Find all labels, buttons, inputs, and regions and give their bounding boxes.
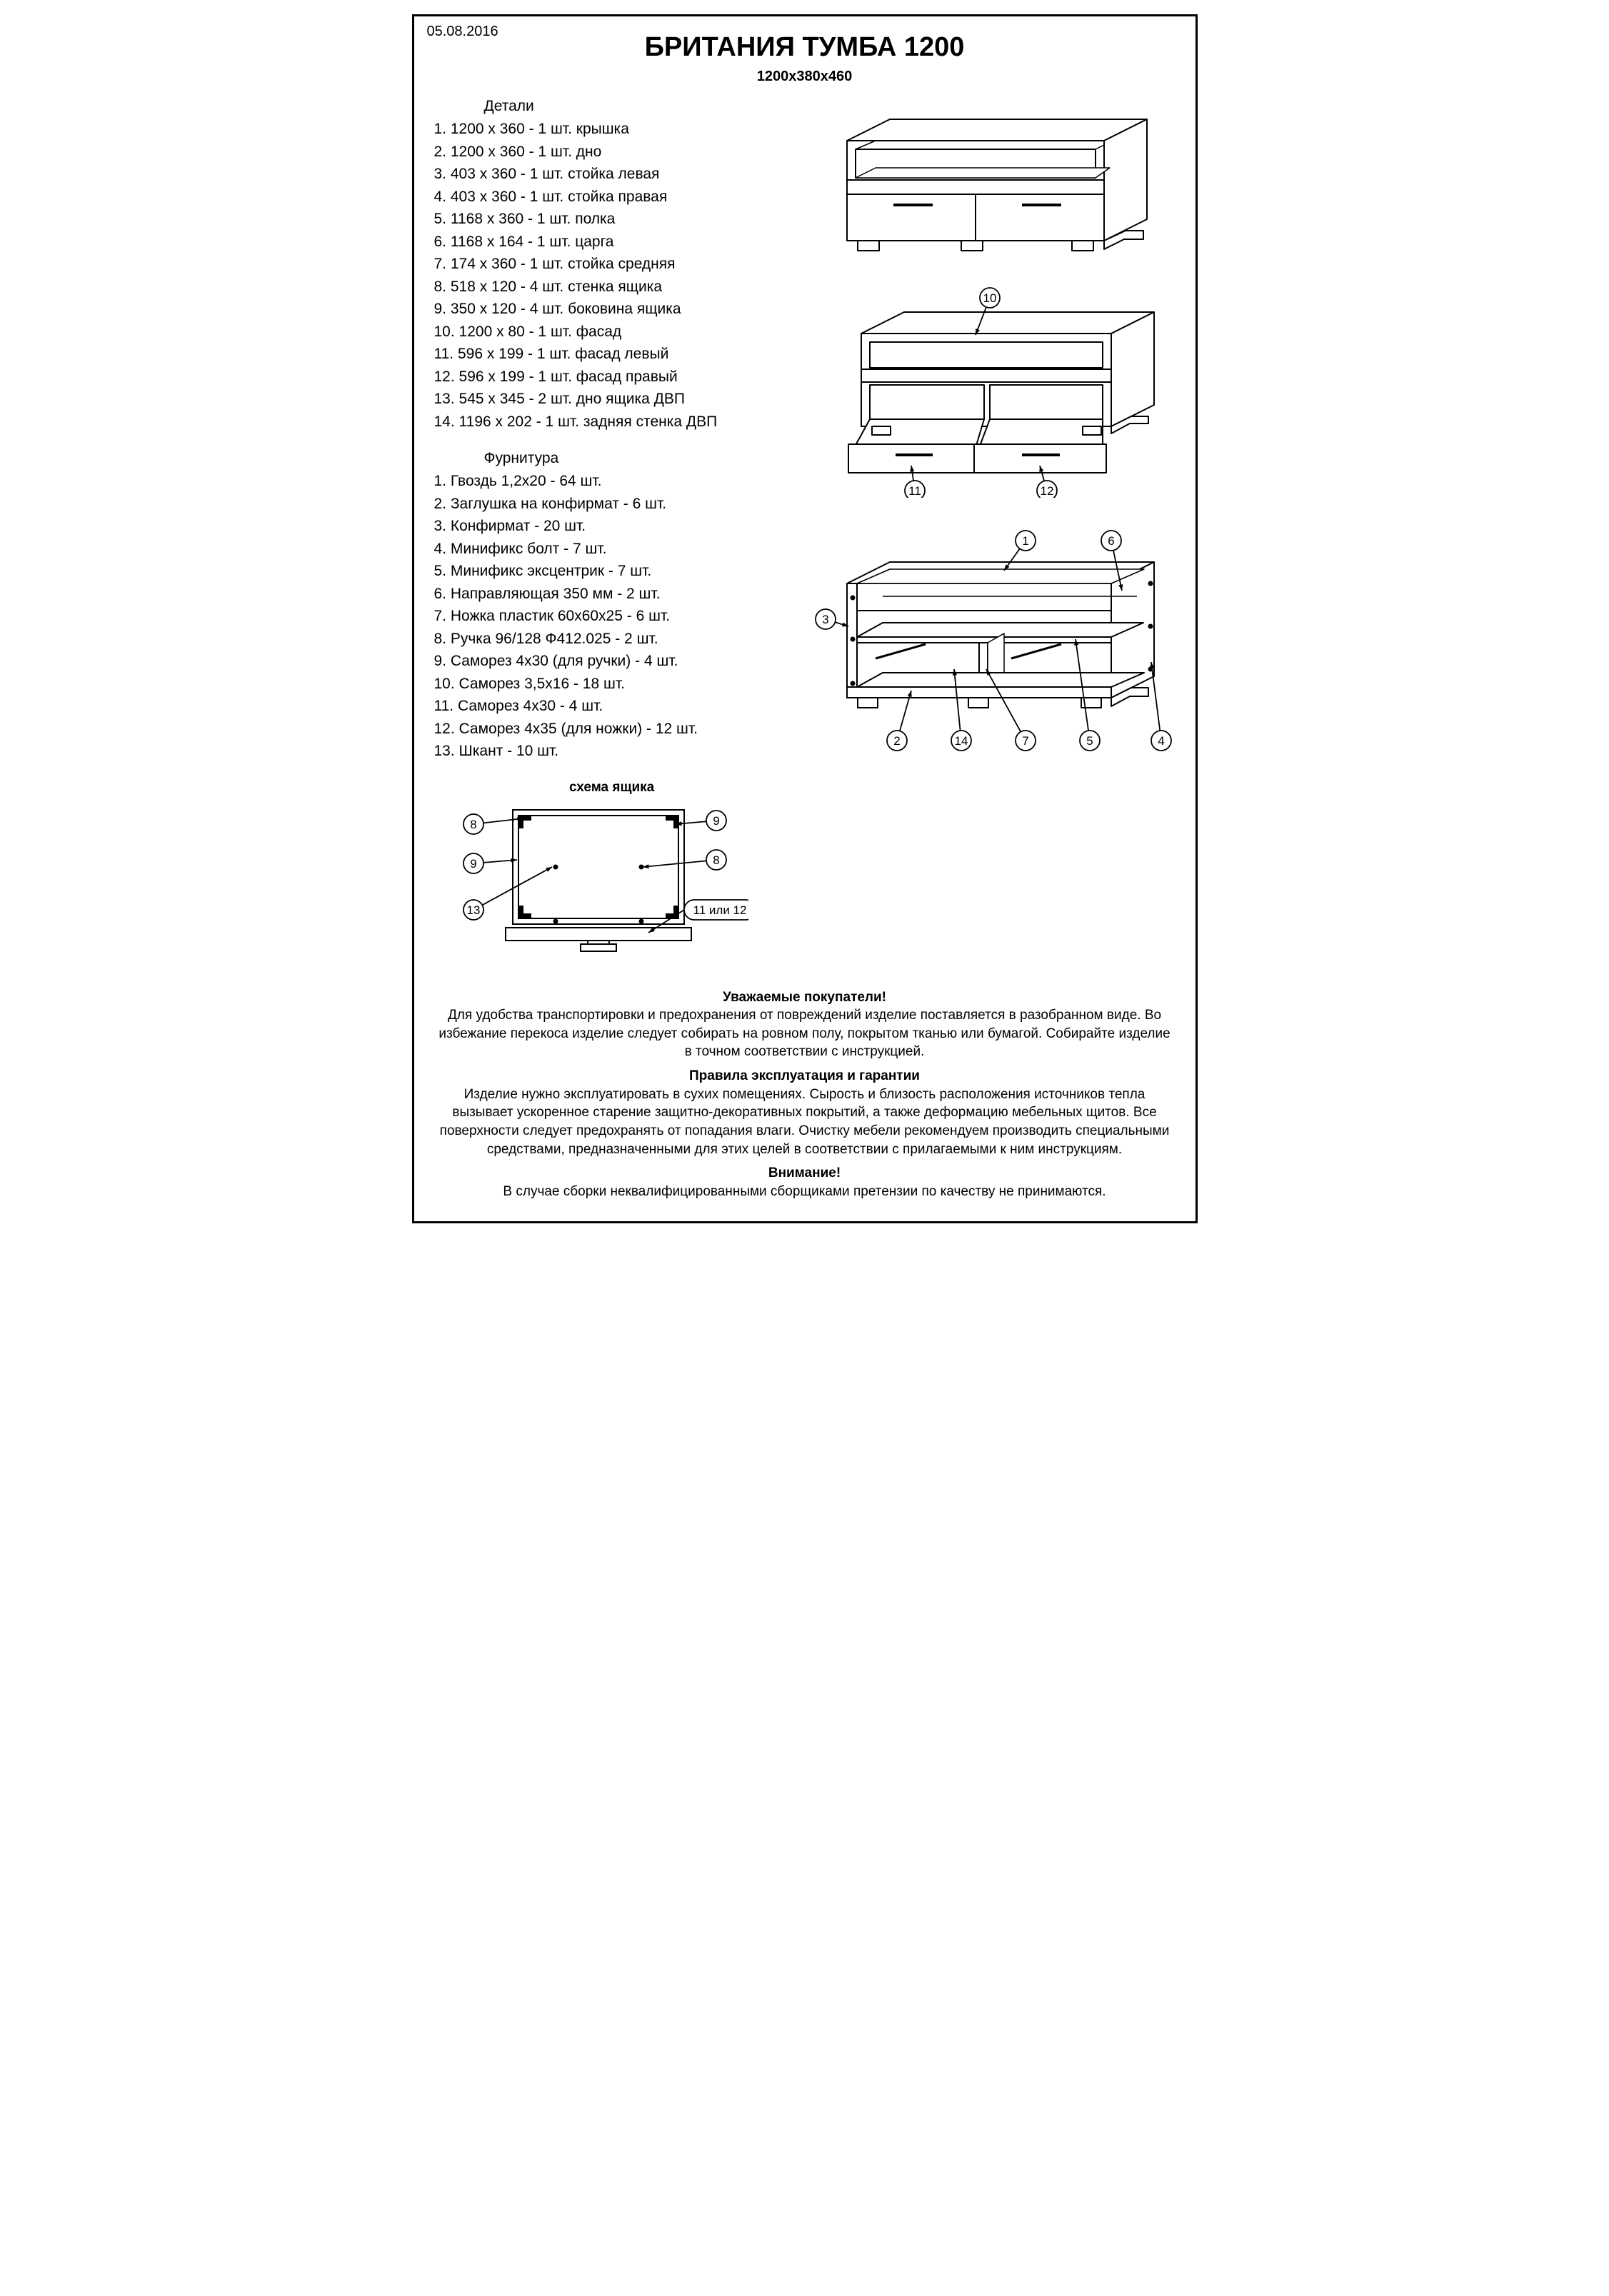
svg-text:10: 10 [983,291,996,305]
list-item: 7. Ножка пластик 60х60х25 - 6 шт. [434,605,790,628]
figure-3: 1 6 3 2 14 7 5 4 [804,519,1190,762]
list-item: 11. Саморез 4х30 - 4 шт. [434,695,790,718]
list-item: 1. 1200 х 360 - 1 шт. крышка [434,118,790,141]
list-item: 5. 1168 х 360 - 1 шт. полка [434,208,790,231]
footer-p2: Изделие нужно эксплуатировать в сухих по… [434,1086,1176,1159]
list-item: 1. Гвоздь 1,2х20 - 64 шт. [434,470,790,493]
list-item: 6. 1168 х 164 - 1 шт. царга [434,231,790,254]
svg-text:5: 5 [1086,734,1093,748]
drawer-diagram: 8 9 13 9 8 11 или 12 [434,796,748,967]
drawer-scheme-label: схема ящика [434,780,790,796]
svg-text:11 или 12: 11 или 12 [693,903,746,917]
hardware-heading: Фурнитура [484,450,790,467]
list-item: 9. 350 х 120 - 4 шт. боковина ящика [434,298,790,321]
title: БРИТАНИЯ ТУМБА 1200 [434,32,1176,63]
svg-text:3: 3 [822,613,828,626]
page: 05.08.2016 БРИТАНИЯ ТУМБА 1200 1200х380х… [412,14,1198,1223]
list-item: 7. 174 х 360 - 1 шт. стойка средняя [434,253,790,276]
svg-text:7: 7 [1022,734,1028,748]
parts-list: 1. 1200 х 360 - 1 шт. крышка2. 1200 х 36… [434,118,790,433]
footer-h2: Правила эксплуатация и гарантии [434,1067,1176,1086]
hardware-list: 1. Гвоздь 1,2х20 - 64 шт.2. Заглушка на … [434,470,790,763]
svg-text:6: 6 [1108,534,1114,548]
svg-text:9: 9 [470,857,476,871]
list-item: 13. 545 х 345 - 2 шт. дно ящика ДВП [434,388,790,411]
list-item: 12. Саморез 4х35 (для ножки) - 12 шт. [434,718,790,741]
svg-text:9: 9 [713,814,719,828]
svg-text:11: 11 [908,484,921,498]
figure-2: 10 11 12 [811,284,1183,498]
list-item: 4. 403 х 360 - 1 шт. стойка правая [434,186,790,209]
list-item: 11. 596 х 199 - 1 шт. фасад левый [434,343,790,366]
dimensions: 1200х380х460 [434,69,1176,85]
parts-heading: Детали [484,98,790,115]
svg-text:14: 14 [954,734,968,748]
list-item: 12. 596 х 199 - 1 шт. фасад правый [434,366,790,388]
footer-p3: В случае сборки неквалифицированными сбо… [434,1183,1176,1201]
list-item: 9. Саморез 4х30 (для ручки) - 4 шт. [434,650,790,673]
left-column: Детали 1. 1200 х 360 - 1 шт. крышка2. 12… [434,98,790,967]
list-item: 10. 1200 х 80 - 1 шт. фасад [434,321,790,344]
svg-text:13: 13 [466,903,480,917]
svg-text:2: 2 [893,734,900,748]
list-item: 13. Шкант - 10 шт. [434,740,790,763]
list-item: 10. Саморез 3,5х16 - 18 шт. [434,673,790,696]
svg-text:8: 8 [470,818,476,831]
list-item: 6. Направляющая 350 мм - 2 шт. [434,583,790,606]
list-item: 8. Ручка 96/128 Ф412.025 - 2 шт. [434,628,790,651]
list-item: 3. Конфирмат - 20 шт. [434,515,790,538]
content: Детали 1. 1200 х 360 - 1 шт. крышка2. 12… [434,98,1176,967]
list-item: 14. 1196 х 202 - 1 шт. задняя стенка ДВП [434,411,790,433]
list-item: 5. Минификс эксцентрик - 7 шт. [434,560,790,583]
svg-text:4: 4 [1158,734,1164,748]
list-item: 2. 1200 х 360 - 1 шт. дно [434,141,790,164]
footer-p1: Для удобства транспортировки и предохран… [434,1006,1176,1061]
footer: Уважаемые покупатели! Для удобства транс… [434,988,1176,1201]
figure-1 [818,105,1176,262]
right-column: 101112 [804,98,1190,967]
date: 05.08.2016 [427,24,498,40]
footer-h3: Внимание! [434,1164,1176,1183]
list-item: 2. Заглушка на конфирмат - 6 шт. [434,493,790,516]
footer-h1: Уважаемые покупатели! [434,988,1176,1007]
svg-text:1: 1 [1022,534,1028,548]
svg-text:12: 12 [1040,484,1053,498]
list-item: 8. 518 х 120 - 4 шт. стенка ящика [434,276,790,299]
list-item: 3. 403 х 360 - 1 шт. стойка левая [434,163,790,186]
list-item: 4. Минификс болт - 7 шт. [434,538,790,561]
svg-text:8: 8 [713,853,719,867]
